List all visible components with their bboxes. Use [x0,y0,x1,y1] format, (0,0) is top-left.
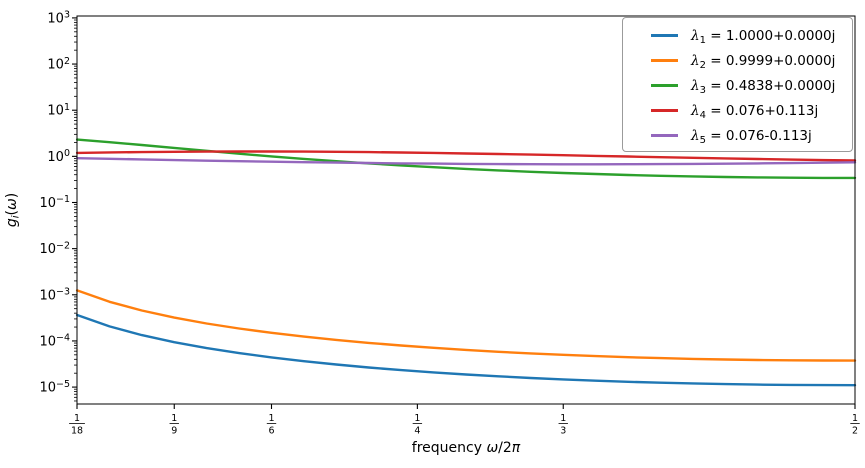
y-tick-label: 102 [47,56,70,73]
legend-label: λ1 = 1.0000+0.0000j [691,27,836,46]
svg-text:1: 1 [852,413,858,424]
x-tick-label: 118 [69,413,85,437]
legend-label: λ4 = 0.076+0.113j [691,102,819,121]
x-tick-label: 14 [412,413,423,437]
y-tick-label: 10−3 [39,286,70,303]
x-tick-label: 12 [850,413,860,437]
y-tick-label: 10−1 [39,194,70,211]
legend-line-sample [651,59,678,62]
legend-entry: λ4 = 0.076+0.113j [623,98,852,123]
legend-label: λ3 = 0.4838+0.0000j [691,77,836,96]
x-tick-label: 13 [558,413,568,437]
y-tick-label: 101 [47,102,70,119]
svg-text:4: 4 [414,426,420,437]
svg-text:1: 1 [560,413,566,424]
y-tick-label: 10−4 [39,333,70,350]
y-tick-label: 103 [47,10,70,27]
y-tick-label: 10−2 [39,240,70,257]
legend-line-sample [651,109,678,112]
legend-entry: λ1 = 1.0000+0.0000j [623,23,852,48]
svg-text:1: 1 [74,413,80,424]
y-axis-tick-labels: 103 102 101 100 10−1 10−2 10−3 10−4 10−5 [39,10,70,396]
svg-text:1: 1 [268,413,274,424]
legend-label: λ5 = 0.076-0.113j [691,127,812,146]
series-line [75,313,857,387]
y-axis-major-ticks [72,17,77,388]
legend-entry: λ5 = 0.076-0.113j [623,123,852,148]
axes-frame [76,15,856,405]
series-line [75,150,857,162]
legend: λ1 = 1.0000+0.0000j λ2 = 0.9999+0.0000j λ3… [622,17,853,152]
legend-label: λ2 = 0.9999+0.0000j [691,52,836,71]
legend-entry: λ3 = 0.4838+0.0000j [623,73,852,98]
x-tick-label: 19 [169,413,179,437]
svg-text:18: 18 [71,426,83,437]
svg-text:1: 1 [414,413,420,424]
svg-text:2: 2 [852,426,858,437]
legend-entry: λ2 = 0.9999+0.0000j [623,48,852,73]
x-axis-ticks [76,404,856,409]
svg-text:3: 3 [560,426,566,437]
y-tick-label: 10−5 [39,379,70,396]
series-line [75,157,857,166]
legend-line-sample [651,84,678,87]
x-tick-label: 16 [266,413,277,437]
legend-line-sample [651,134,678,137]
y-axis-label: gi(ω) [4,193,22,227]
series-lines [75,138,857,387]
svg-text:6: 6 [268,426,274,437]
legend-line-sample [651,34,678,37]
series-line [75,289,857,362]
svg-text:1: 1 [171,413,177,424]
y-tick-label: 100 [47,148,70,165]
svg-text:9: 9 [171,426,177,437]
x-axis-label: frequency ω/2π [412,440,521,456]
